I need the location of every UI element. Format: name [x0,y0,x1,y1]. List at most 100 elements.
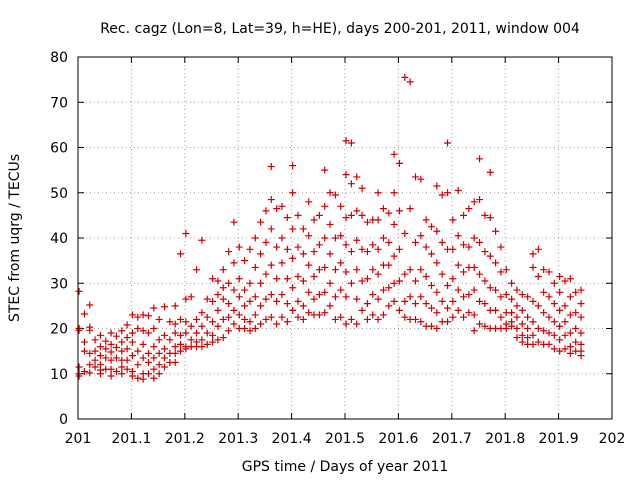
data-point [198,343,206,351]
data-point [347,139,355,147]
data-point [545,268,553,276]
data-point [134,361,142,369]
data-point [411,315,419,323]
data-point [566,349,574,357]
data-point [75,287,83,295]
data-point [198,322,206,330]
data-point [214,291,222,299]
data-point [112,332,120,340]
data-point [166,318,174,326]
data-point [545,329,553,337]
data-point [369,291,377,299]
data-point [331,191,339,199]
data-point [358,245,366,253]
data-point [235,275,243,283]
data-point [395,159,403,167]
data-point [326,302,334,310]
data-point [465,243,473,251]
data-point [422,243,430,251]
data-point [417,293,425,301]
data-point [513,325,521,332]
data-point [182,295,190,303]
data-point [225,248,233,256]
data-point [251,311,259,319]
data-point [267,261,275,269]
data-point [444,318,452,326]
data-point [406,78,414,86]
data-point [508,295,516,303]
data-point [342,268,350,276]
data-point [150,374,158,382]
data-point [433,288,441,296]
data-point [492,306,500,314]
data-point [476,239,484,247]
data-point [337,259,345,267]
data-point [353,320,361,328]
data-point [278,291,286,299]
data-point [379,311,387,319]
data-point [123,321,131,329]
data-point [219,295,227,303]
data-point [187,322,195,330]
data-point [508,279,516,287]
data-point [182,318,190,326]
data-point [444,304,452,312]
data-point [337,202,345,210]
data-point [556,272,564,280]
data-point [529,331,537,339]
x-tick-label: 201.5 [325,431,365,447]
data-point [241,325,249,332]
data-point [321,166,329,174]
y-tick-label: 40 [50,231,68,247]
data-point [556,306,564,314]
data-point [321,288,329,296]
data-point [337,232,345,240]
data-point [566,275,574,283]
data-point [107,329,115,337]
chart-title: Rec. cagz (Lon=8, Lat=39, h=HE), days 20… [100,21,580,37]
data-point [529,263,537,271]
data-point [267,163,275,171]
data-point [310,272,318,280]
data-point [177,347,185,355]
data-point [246,318,254,326]
data-point [267,196,275,204]
data-point [497,313,505,321]
data-point [107,372,115,380]
data-point [177,340,185,348]
data-point [449,245,457,253]
data-point [128,352,136,360]
data-point [225,300,233,308]
data-point [577,329,585,337]
data-point [107,356,115,364]
data-point [112,367,120,375]
data-point [209,275,217,283]
data-point [497,268,505,276]
data-point [395,207,403,215]
data-point [203,313,211,321]
data-point [438,239,446,247]
data-point [289,225,297,233]
data-point [433,227,441,235]
data-point [96,343,104,351]
data-point [470,311,478,319]
data-point [257,250,265,258]
data-point [379,286,387,294]
data-point [235,293,243,301]
data-point [155,336,163,344]
data-point [534,245,542,253]
data-point [369,241,377,249]
x-tick-label: 201.7 [432,431,472,447]
data-point [139,340,147,348]
data-point [203,295,211,303]
data-point [75,326,83,334]
data-point [161,303,169,311]
data-point [91,347,99,355]
data-point [315,311,323,319]
data-point [150,343,158,351]
data-point [513,302,521,310]
data-point [310,295,318,303]
data-point [305,232,313,240]
data-point [315,241,323,249]
y-tick-label: 70 [50,95,68,111]
